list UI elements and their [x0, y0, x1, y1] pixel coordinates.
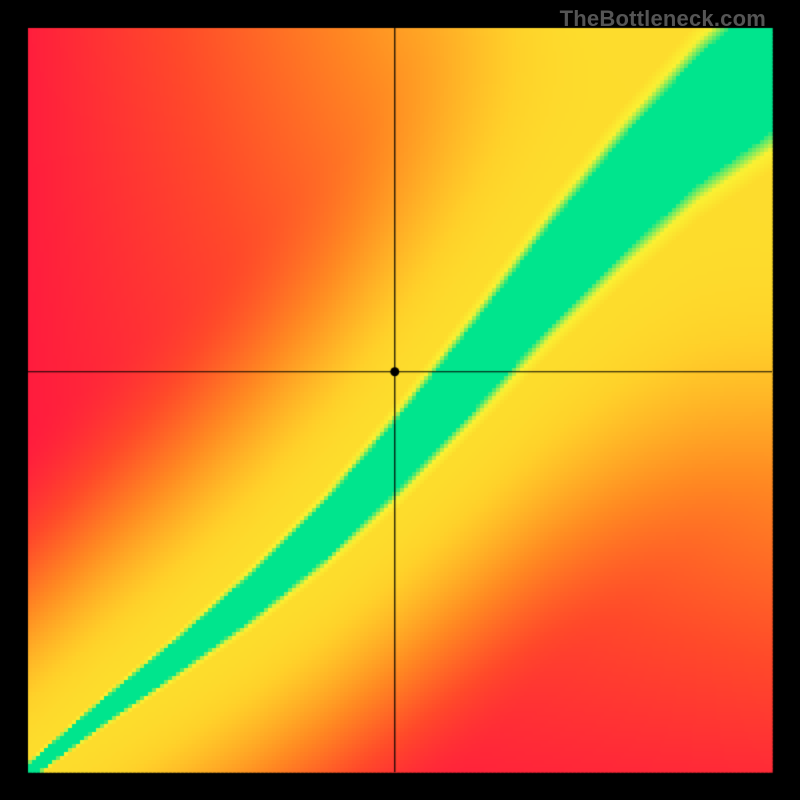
bottleneck-heatmap	[0, 0, 800, 800]
chart-frame: TheBottleneck.com	[0, 0, 800, 800]
watermark-text: TheBottleneck.com	[560, 6, 766, 32]
